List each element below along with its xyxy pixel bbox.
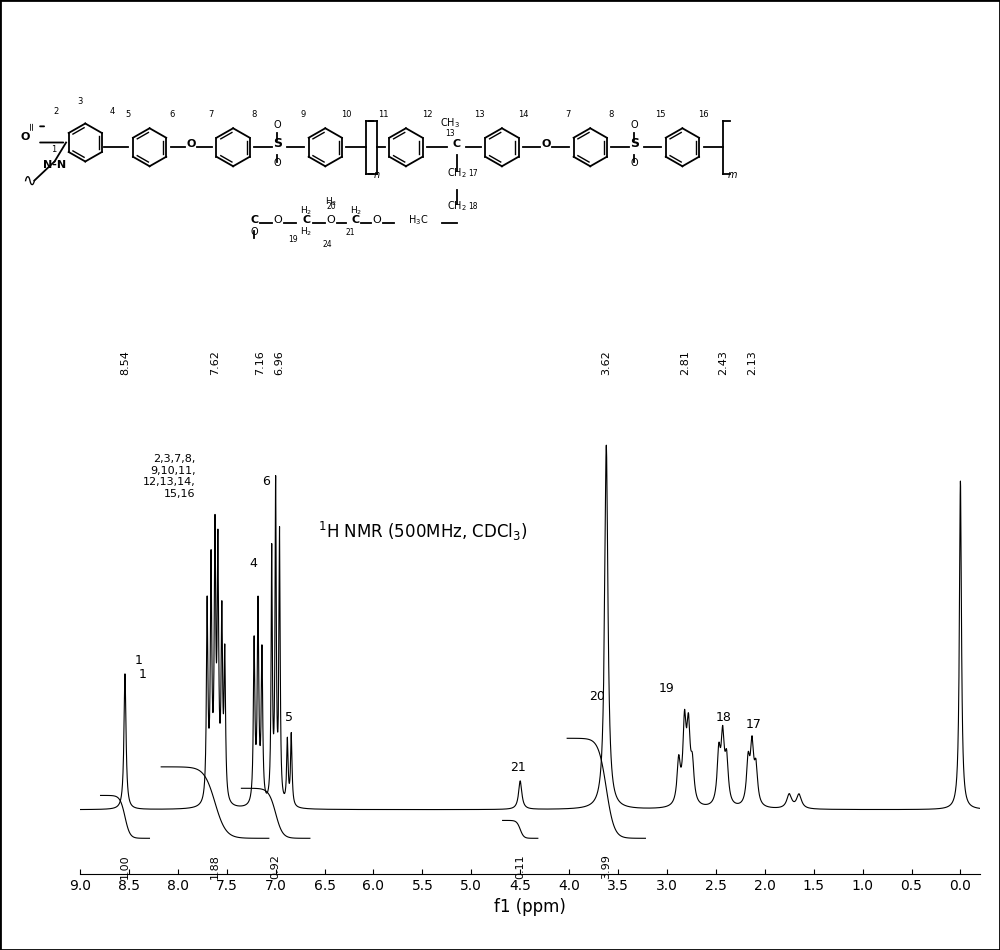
Text: H$_3$C: H$_3$C: [408, 213, 429, 227]
Text: O: O: [631, 121, 638, 130]
Text: 10: 10: [341, 110, 352, 119]
Text: H$_2$: H$_2$: [300, 226, 312, 238]
Text: C: C: [302, 216, 310, 225]
Text: ∿: ∿: [23, 171, 37, 189]
Text: 17: 17: [468, 169, 478, 178]
Text: C: C: [453, 140, 461, 149]
Text: 0.11: 0.11: [515, 854, 525, 879]
Text: C: C: [250, 216, 258, 225]
Text: O: O: [186, 140, 196, 149]
Text: 8.54: 8.54: [120, 351, 130, 375]
Text: 3.62: 3.62: [601, 351, 611, 375]
Text: m: m: [728, 170, 737, 180]
Text: 2,3,7,8,
9,10,11,
12,13,14,
15,16: 2,3,7,8, 9,10,11, 12,13,14, 15,16: [143, 454, 195, 499]
Text: 2.81: 2.81: [681, 351, 691, 375]
Text: 7: 7: [565, 110, 571, 119]
Text: N-N: N-N: [43, 161, 66, 170]
Text: H$_2$: H$_2$: [350, 205, 362, 218]
Text: 1.00: 1.00: [120, 854, 130, 879]
Text: S: S: [630, 137, 639, 150]
Text: 18: 18: [716, 711, 732, 724]
Text: 12: 12: [422, 110, 432, 119]
Text: 1: 1: [135, 654, 143, 667]
Text: n: n: [374, 170, 380, 180]
Text: 2: 2: [54, 107, 59, 116]
Text: 8: 8: [609, 110, 614, 119]
Text: CH$_2$: CH$_2$: [447, 165, 467, 180]
Text: O: O: [20, 132, 29, 142]
Text: O: O: [273, 216, 282, 225]
Text: 20: 20: [326, 202, 336, 211]
Text: 11: 11: [379, 110, 389, 119]
Text: 8: 8: [252, 110, 257, 119]
Text: 19: 19: [288, 236, 297, 244]
Text: H$_2$: H$_2$: [300, 205, 312, 218]
Text: 7.62: 7.62: [210, 351, 220, 375]
Text: $^{1}$H NMR (500MHz, CDCl$_{3}$): $^{1}$H NMR (500MHz, CDCl$_{3}$): [318, 520, 527, 542]
Text: O: O: [373, 216, 381, 225]
Text: 6: 6: [169, 110, 174, 119]
Text: 14: 14: [518, 110, 528, 119]
Text: O: O: [631, 159, 638, 168]
Text: O: O: [250, 227, 258, 237]
Text: 24: 24: [322, 240, 332, 249]
Text: 6: 6: [262, 475, 270, 488]
Text: 16: 16: [698, 110, 709, 119]
Text: 17: 17: [745, 718, 761, 732]
Text: =: =: [27, 121, 37, 130]
Text: 4: 4: [110, 107, 115, 116]
Text: 1: 1: [51, 145, 56, 154]
Text: H$_2$: H$_2$: [325, 196, 337, 208]
Text: C: C: [352, 216, 360, 225]
Text: O: O: [327, 216, 335, 225]
Text: 21: 21: [510, 761, 526, 774]
Text: 1: 1: [139, 668, 147, 681]
Text: 19: 19: [659, 682, 675, 695]
Text: 21: 21: [345, 228, 355, 237]
Text: 9: 9: [301, 110, 306, 119]
Text: O: O: [273, 159, 281, 168]
Text: 2.13: 2.13: [747, 351, 757, 375]
Text: 18: 18: [468, 202, 478, 211]
Text: 13: 13: [475, 110, 485, 119]
Text: 13: 13: [445, 129, 455, 138]
Text: 3.99: 3.99: [601, 854, 611, 880]
Text: 0.92: 0.92: [271, 854, 281, 880]
Text: 5: 5: [285, 711, 293, 724]
Text: CH$_2$: CH$_2$: [447, 199, 467, 213]
Text: 3: 3: [77, 98, 82, 106]
Text: 7: 7: [208, 110, 214, 119]
Text: 7.16: 7.16: [255, 351, 265, 375]
Text: O: O: [541, 140, 551, 149]
Text: 20: 20: [589, 690, 605, 703]
Text: S: S: [273, 137, 282, 150]
X-axis label: f1 (ppm): f1 (ppm): [494, 899, 566, 917]
Text: O: O: [273, 121, 281, 130]
Text: 4: 4: [249, 558, 257, 570]
Text: 1.88: 1.88: [210, 854, 220, 880]
Text: CH$_3$: CH$_3$: [440, 116, 460, 130]
Text: 2.43: 2.43: [718, 351, 728, 375]
Text: 6.96: 6.96: [275, 351, 285, 375]
Text: 5: 5: [125, 110, 130, 119]
Text: 15: 15: [655, 110, 666, 119]
